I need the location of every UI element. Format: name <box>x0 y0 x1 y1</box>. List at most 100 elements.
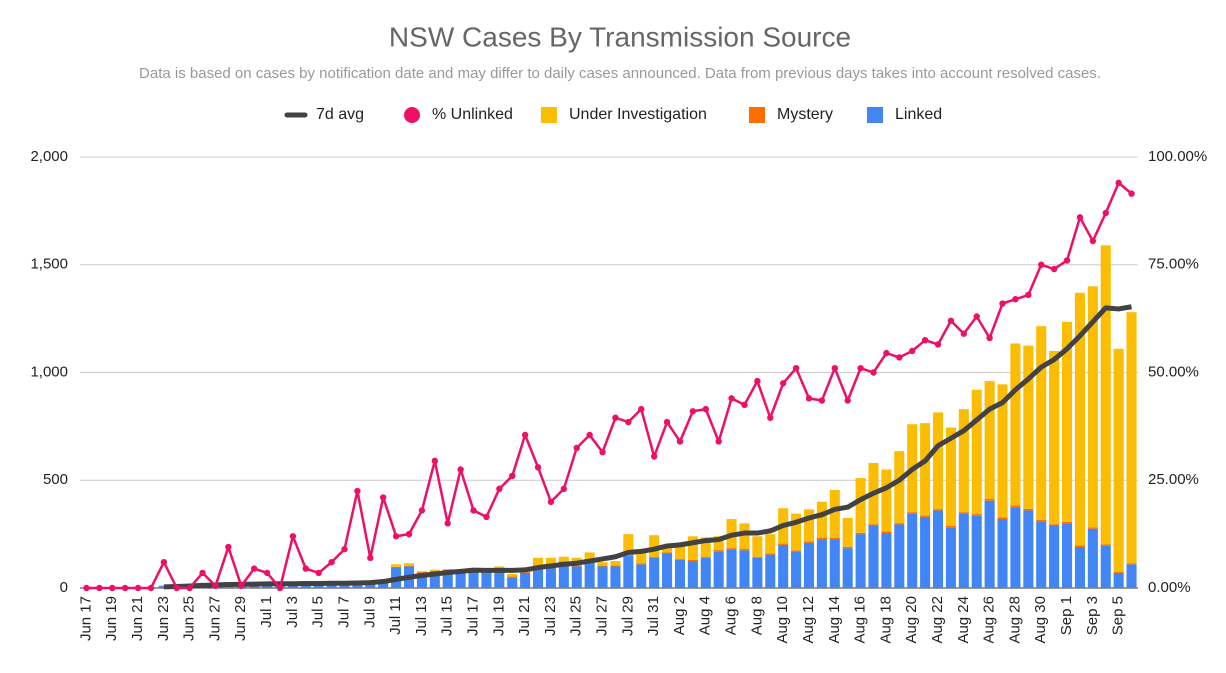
x-tick-label: Aug 6 <box>723 596 740 635</box>
bar <box>507 573 518 577</box>
bar <box>1074 292 1085 546</box>
x-tick-label: Jul 3 <box>284 596 301 628</box>
x-tick-label: Sep 5 <box>1110 596 1127 635</box>
x-tick-label: Jul 21 <box>516 596 533 636</box>
x-tick-label: Jul 15 <box>439 596 456 636</box>
y-tick-label: 500 <box>43 471 68 488</box>
point <box>973 313 980 320</box>
x-tick-label: Aug 2 <box>671 596 688 635</box>
point <box>883 349 890 357</box>
bar <box>1062 321 1073 522</box>
bar <box>287 584 298 588</box>
bar <box>765 534 776 554</box>
bar <box>623 555 634 588</box>
point <box>199 569 206 577</box>
bar <box>984 498 995 501</box>
bar <box>623 554 634 556</box>
point <box>405 530 413 538</box>
point <box>934 341 942 348</box>
point <box>341 546 348 553</box>
bar <box>391 566 402 568</box>
bar <box>920 423 931 516</box>
x-tick-label: Aug 14 <box>826 596 843 644</box>
bar <box>649 556 660 558</box>
bar <box>816 539 827 588</box>
bar <box>571 566 582 588</box>
bar <box>1126 564 1137 588</box>
bar <box>881 533 892 588</box>
bar <box>636 564 647 588</box>
bar <box>971 514 982 516</box>
bar <box>416 572 427 588</box>
bar <box>623 534 634 555</box>
point <box>392 533 400 540</box>
bar <box>984 381 995 499</box>
x-tick-label: Aug 10 <box>774 596 791 644</box>
bar <box>1036 326 1047 520</box>
point <box>212 582 219 590</box>
point <box>418 507 426 514</box>
point <box>457 466 464 473</box>
x-tick-label: Sep 1 <box>1058 596 1075 635</box>
bar <box>1126 563 1137 565</box>
point <box>547 498 555 505</box>
bar <box>700 556 711 558</box>
bar <box>932 509 944 511</box>
bar <box>494 569 505 588</box>
bar <box>674 559 685 588</box>
bar <box>958 409 969 513</box>
bar <box>1010 505 1021 508</box>
bar <box>752 556 763 558</box>
y-tick-label: 2,000 <box>30 148 68 165</box>
legend-label: Linked <box>895 106 942 123</box>
point <box>689 408 697 415</box>
bar <box>920 515 931 517</box>
bar <box>700 537 711 557</box>
bar <box>894 523 905 525</box>
legend-swatch <box>404 107 420 123</box>
point <box>650 453 658 460</box>
point <box>173 584 180 592</box>
point <box>134 584 142 592</box>
bar <box>584 552 595 559</box>
point <box>870 369 877 376</box>
bar <box>533 557 544 566</box>
x-tick-label: Jul 17 <box>464 596 481 636</box>
point <box>779 380 787 387</box>
point <box>444 520 451 527</box>
bar <box>855 534 866 588</box>
legend-item: % Unlinked <box>404 106 513 123</box>
point <box>844 397 851 404</box>
point <box>302 565 309 572</box>
point <box>625 418 632 426</box>
point <box>470 507 477 514</box>
bar <box>1087 286 1098 528</box>
point <box>289 533 297 540</box>
bar <box>429 569 440 571</box>
point <box>754 377 761 385</box>
bar <box>713 550 724 552</box>
bar <box>1100 544 1111 546</box>
bar <box>765 554 776 588</box>
x-tick-label: Aug 22 <box>929 596 946 644</box>
bar <box>1074 545 1085 548</box>
x-tick-label: Aug 24 <box>955 596 972 644</box>
point <box>1089 237 1097 245</box>
bar <box>571 565 582 567</box>
point <box>328 558 335 566</box>
bar <box>700 557 711 588</box>
point <box>354 487 361 495</box>
bar <box>868 524 879 526</box>
bar <box>932 412 944 510</box>
point <box>186 584 193 592</box>
y-tick-label: 1,500 <box>30 256 68 273</box>
bar <box>674 559 685 560</box>
bar <box>945 525 956 528</box>
bar <box>842 517 853 547</box>
legend-swatch <box>749 107 765 123</box>
bar <box>610 561 621 566</box>
bar <box>739 523 750 549</box>
bar <box>1023 510 1034 588</box>
point <box>160 558 168 566</box>
